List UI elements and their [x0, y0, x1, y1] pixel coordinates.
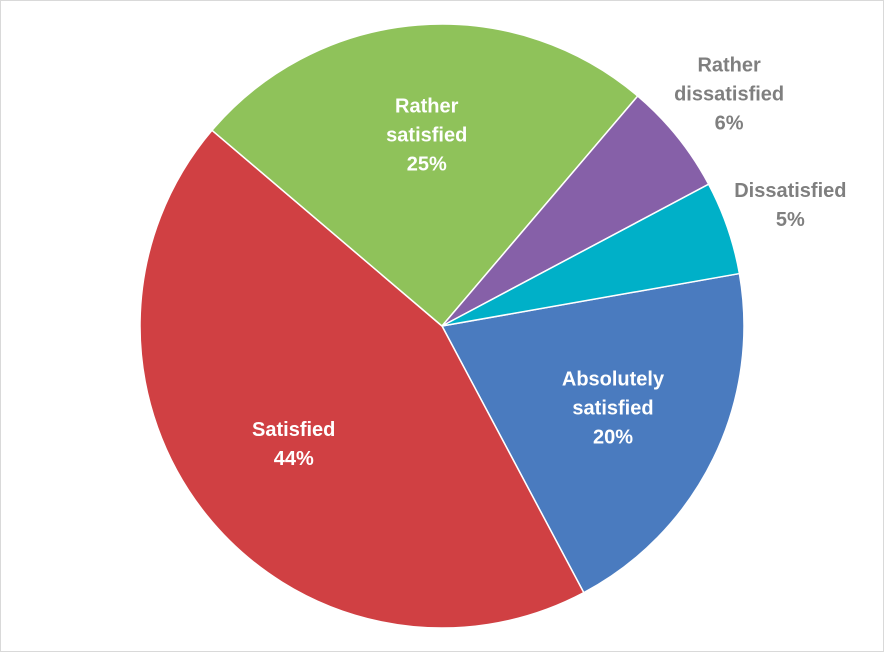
slice-label: Rather satisfied 25%	[357, 93, 497, 180]
pie-slice	[440, 272, 745, 594]
pie-slice	[139, 129, 585, 629]
pie-slice	[441, 183, 741, 327]
value-label: 44%	[273, 448, 314, 471]
value-label: 25%	[406, 153, 447, 176]
slice-label: Dissatisfied 5%	[715, 177, 865, 235]
category-label: Satisfied	[252, 419, 336, 442]
slice-label: Rather dissatisfied 6%	[654, 52, 804, 139]
category-label: Absolutely satisfied	[561, 368, 665, 420]
value-label: 5%	[775, 209, 805, 232]
slice-label: Absolutely satisfied 20%	[543, 366, 683, 453]
value-label: 20%	[592, 426, 634, 449]
pie-slice	[210, 23, 639, 328]
slice-label: Satisfied 44%	[224, 416, 364, 474]
category-label: Dissatisfied	[734, 180, 847, 203]
category-label: Rather dissatisfied	[674, 54, 785, 106]
value-label: 6%	[714, 112, 744, 135]
category-label: Rather satisfied	[386, 95, 468, 147]
